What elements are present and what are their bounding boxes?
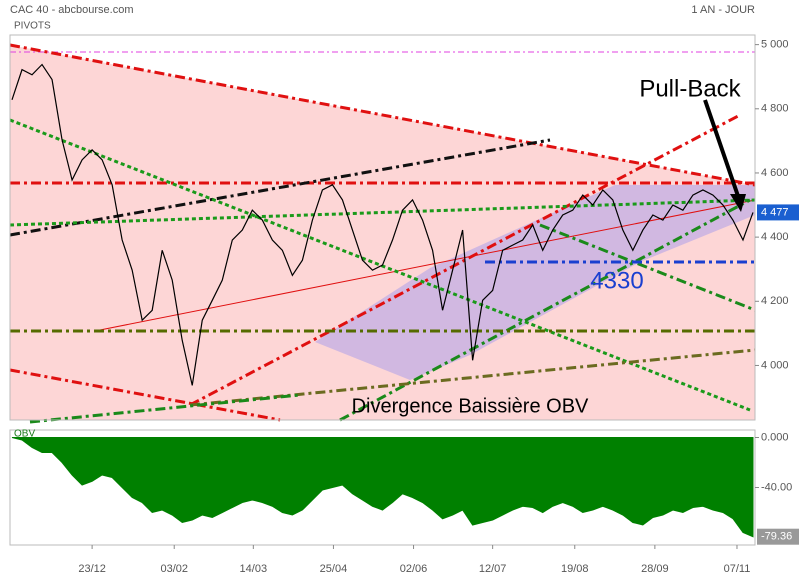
x-tick-label: 03/02 (160, 563, 188, 575)
chart-title: CAC 40 - abcbourse.com (10, 4, 134, 16)
x-tick-label: 25/04 (320, 563, 348, 575)
x-tick-label: 12/07 (479, 563, 507, 575)
obv-label: OBV (14, 429, 35, 440)
panel-decor (9, 43, 756, 424)
x-tick-label: 28/09 (641, 563, 669, 575)
obv-area (11, 437, 754, 538)
last-value-box (757, 528, 799, 545)
x-tick-label: 14/03 (240, 563, 268, 575)
price-line (11, 63, 754, 386)
x-tick-label: 19/08 (561, 563, 589, 575)
price-panel-frame (9, 34, 756, 421)
y-tick-label: 4 400 (761, 231, 789, 243)
annotation: Pull-Back (639, 75, 741, 102)
annotation: Divergence Baissière OBV (352, 395, 589, 417)
y-tick-label: 0.000 (761, 431, 789, 443)
last-value-label: 4 477 (761, 206, 789, 218)
y-tick-label: 4 600 (761, 167, 789, 179)
x-tick-label: 02/06 (400, 563, 428, 575)
annotation: 4330 (590, 267, 643, 294)
indicator-label: PIVOTS (14, 21, 51, 32)
y-tick-label: 4 200 (761, 295, 789, 307)
y-tick-label: 4 000 (761, 359, 789, 371)
last-value-box (757, 204, 799, 221)
x-tick-label: 07/11 (724, 563, 751, 575)
y-tick-label: 5 000 (761, 39, 789, 51)
y-tick-label: -40.00 (761, 481, 792, 493)
y-tick-label: 4 800 (761, 103, 789, 115)
chart-subtitle: 1 AN - JOUR (691, 4, 755, 16)
x-tick-label: 23/12 (78, 563, 106, 575)
last-value-label: -79.36 (761, 531, 792, 543)
